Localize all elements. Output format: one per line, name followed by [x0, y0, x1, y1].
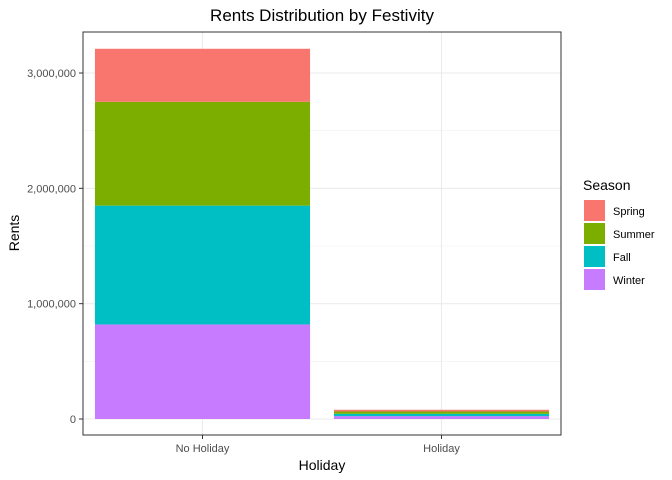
bar-summer-no-holiday: [94, 101, 311, 206]
y-tick-label: 3,000,000: [27, 68, 76, 80]
legend-key-fall: [584, 246, 605, 267]
legend-title: Season: [583, 177, 630, 193]
bar-winter-holiday: [333, 416, 550, 419]
y-axis-title: Rents: [6, 215, 22, 252]
y-tick-label: 0: [70, 414, 76, 426]
legend-key-summer: [584, 223, 605, 244]
bar-spring-holiday: [333, 409, 550, 412]
y-axis: 0 1,000,000 2,000,000 3,000,000: [27, 68, 83, 426]
plot-border: [82, 31, 562, 436]
legend: Season Spring Summer Fall Winter: [583, 177, 655, 290]
legend-key-winter: [584, 269, 605, 290]
legend-key-spring: [584, 200, 605, 221]
bar-fall-holiday: [333, 413, 550, 417]
y-tick-label: 1,000,000: [27, 299, 76, 311]
legend-label-summer: Summer: [613, 229, 655, 241]
x-axis: No Holiday Holiday: [176, 435, 460, 455]
legend-label-winter: Winter: [613, 275, 645, 287]
bars: [94, 48, 550, 419]
bar-winter-no-holiday: [94, 324, 311, 419]
x-tick-label: No Holiday: [176, 443, 230, 455]
chart-title: Rents Distribution by Festivity: [210, 6, 434, 25]
y-tick-label: 2,000,000: [27, 183, 76, 195]
legend-label-spring: Spring: [613, 206, 645, 218]
x-axis-title: Holiday: [299, 457, 346, 473]
bar-fall-no-holiday: [94, 205, 311, 325]
x-tick-label: Holiday: [423, 443, 460, 455]
legend-label-fall: Fall: [613, 252, 631, 264]
bar-summer-holiday: [333, 411, 550, 414]
bar-spring-no-holiday: [94, 48, 311, 102]
